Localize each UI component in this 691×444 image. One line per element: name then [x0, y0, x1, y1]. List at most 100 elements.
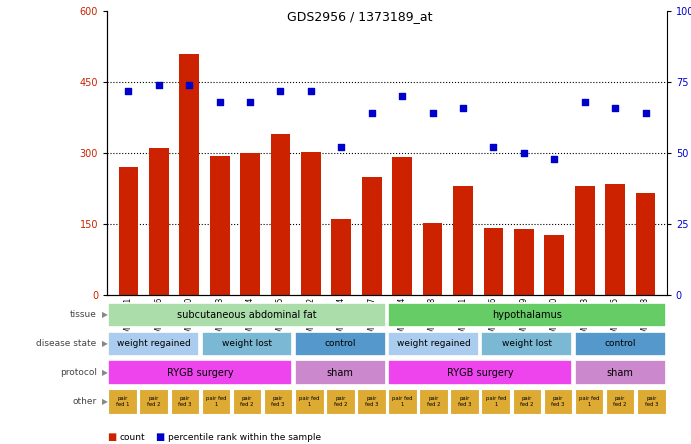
Bar: [295, 332, 386, 356]
Point: [123, 87, 134, 94]
Bar: [392, 157, 412, 295]
Bar: [108, 388, 137, 414]
Bar: [295, 361, 386, 385]
Bar: [202, 388, 230, 414]
Bar: [240, 153, 260, 295]
Bar: [605, 184, 625, 295]
Bar: [108, 303, 386, 327]
Text: other: other: [73, 397, 97, 406]
Bar: [575, 332, 665, 356]
Bar: [636, 194, 655, 295]
Text: pair fed
1: pair fed 1: [206, 396, 226, 407]
Text: control: control: [605, 339, 636, 348]
Text: pair
fed 3: pair fed 3: [272, 396, 285, 407]
Text: pair
fed 2: pair fed 2: [614, 396, 627, 407]
Text: pair
fed 2: pair fed 2: [520, 396, 533, 407]
Text: ▶: ▶: [102, 310, 108, 319]
Text: control: control: [325, 339, 356, 348]
Bar: [119, 167, 138, 295]
Bar: [482, 332, 572, 356]
Text: pair fed
1: pair fed 1: [392, 396, 413, 407]
Point: [245, 99, 256, 106]
Text: RYGB surgery: RYGB surgery: [167, 368, 234, 377]
Text: pair
fed 2: pair fed 2: [147, 396, 160, 407]
Text: pair
fed 3: pair fed 3: [645, 396, 658, 407]
Point: [579, 99, 590, 106]
Bar: [295, 388, 323, 414]
Bar: [108, 361, 292, 385]
Bar: [575, 388, 603, 414]
Point: [397, 93, 408, 100]
Text: GDS2956 / 1373189_at: GDS2956 / 1373189_at: [287, 10, 432, 23]
Point: [640, 110, 651, 117]
Bar: [180, 54, 199, 295]
Bar: [451, 388, 479, 414]
Bar: [108, 332, 199, 356]
Point: [153, 81, 164, 88]
Text: weight lost: weight lost: [222, 339, 272, 348]
Point: [305, 87, 316, 94]
Point: [609, 104, 621, 111]
Text: pair fed
1: pair fed 1: [486, 396, 506, 407]
Point: [488, 144, 499, 151]
Bar: [149, 148, 169, 295]
Point: [427, 110, 438, 117]
Bar: [544, 388, 572, 414]
Point: [336, 144, 347, 151]
Text: weight regained: weight regained: [397, 339, 471, 348]
Text: pair
fed 2: pair fed 2: [240, 396, 254, 407]
Text: pair
fed 1: pair fed 1: [116, 396, 129, 407]
Text: disease state: disease state: [37, 339, 97, 348]
Bar: [453, 186, 473, 295]
Bar: [357, 388, 386, 414]
Bar: [575, 361, 665, 385]
Text: pair
fed 3: pair fed 3: [551, 396, 565, 407]
Bar: [388, 332, 479, 356]
Bar: [326, 388, 354, 414]
Bar: [513, 388, 541, 414]
Text: sham: sham: [327, 368, 354, 377]
Text: count: count: [120, 433, 145, 442]
Bar: [388, 303, 665, 327]
Text: pair fed
1: pair fed 1: [579, 396, 599, 407]
Bar: [271, 134, 290, 295]
Point: [549, 155, 560, 163]
Bar: [484, 227, 503, 295]
Text: RYGB surgery: RYGB surgery: [447, 368, 513, 377]
Bar: [514, 229, 533, 295]
Bar: [202, 332, 292, 356]
Bar: [140, 388, 168, 414]
Point: [457, 104, 468, 111]
Text: pair
fed 3: pair fed 3: [365, 396, 378, 407]
Bar: [362, 177, 381, 295]
Point: [518, 150, 529, 157]
Text: tissue: tissue: [70, 310, 97, 319]
Text: ■: ■: [155, 432, 164, 442]
Text: ▶: ▶: [102, 397, 108, 406]
Text: percentile rank within the sample: percentile rank within the sample: [168, 433, 321, 442]
Text: protocol: protocol: [59, 368, 97, 377]
Bar: [388, 361, 572, 385]
Bar: [301, 152, 321, 295]
Text: pair fed
1: pair fed 1: [299, 396, 319, 407]
Text: sham: sham: [607, 368, 634, 377]
Point: [275, 87, 286, 94]
Bar: [482, 388, 510, 414]
Bar: [637, 388, 665, 414]
Bar: [210, 155, 229, 295]
Bar: [423, 223, 442, 295]
Text: pair
fed 3: pair fed 3: [458, 396, 471, 407]
Text: hypothalamus: hypothalamus: [492, 310, 562, 320]
Text: subcutaneous abdominal fat: subcutaneous abdominal fat: [177, 310, 317, 320]
Bar: [545, 235, 564, 295]
Text: weight lost: weight lost: [502, 339, 552, 348]
Text: ▶: ▶: [102, 368, 108, 377]
Point: [184, 81, 195, 88]
Text: weight regained: weight regained: [117, 339, 191, 348]
Text: ■: ■: [107, 432, 116, 442]
Text: pair
fed 3: pair fed 3: [178, 396, 191, 407]
Bar: [388, 388, 417, 414]
Text: pair
fed 2: pair fed 2: [334, 396, 347, 407]
Text: pair
fed 2: pair fed 2: [427, 396, 440, 407]
Bar: [171, 388, 199, 414]
